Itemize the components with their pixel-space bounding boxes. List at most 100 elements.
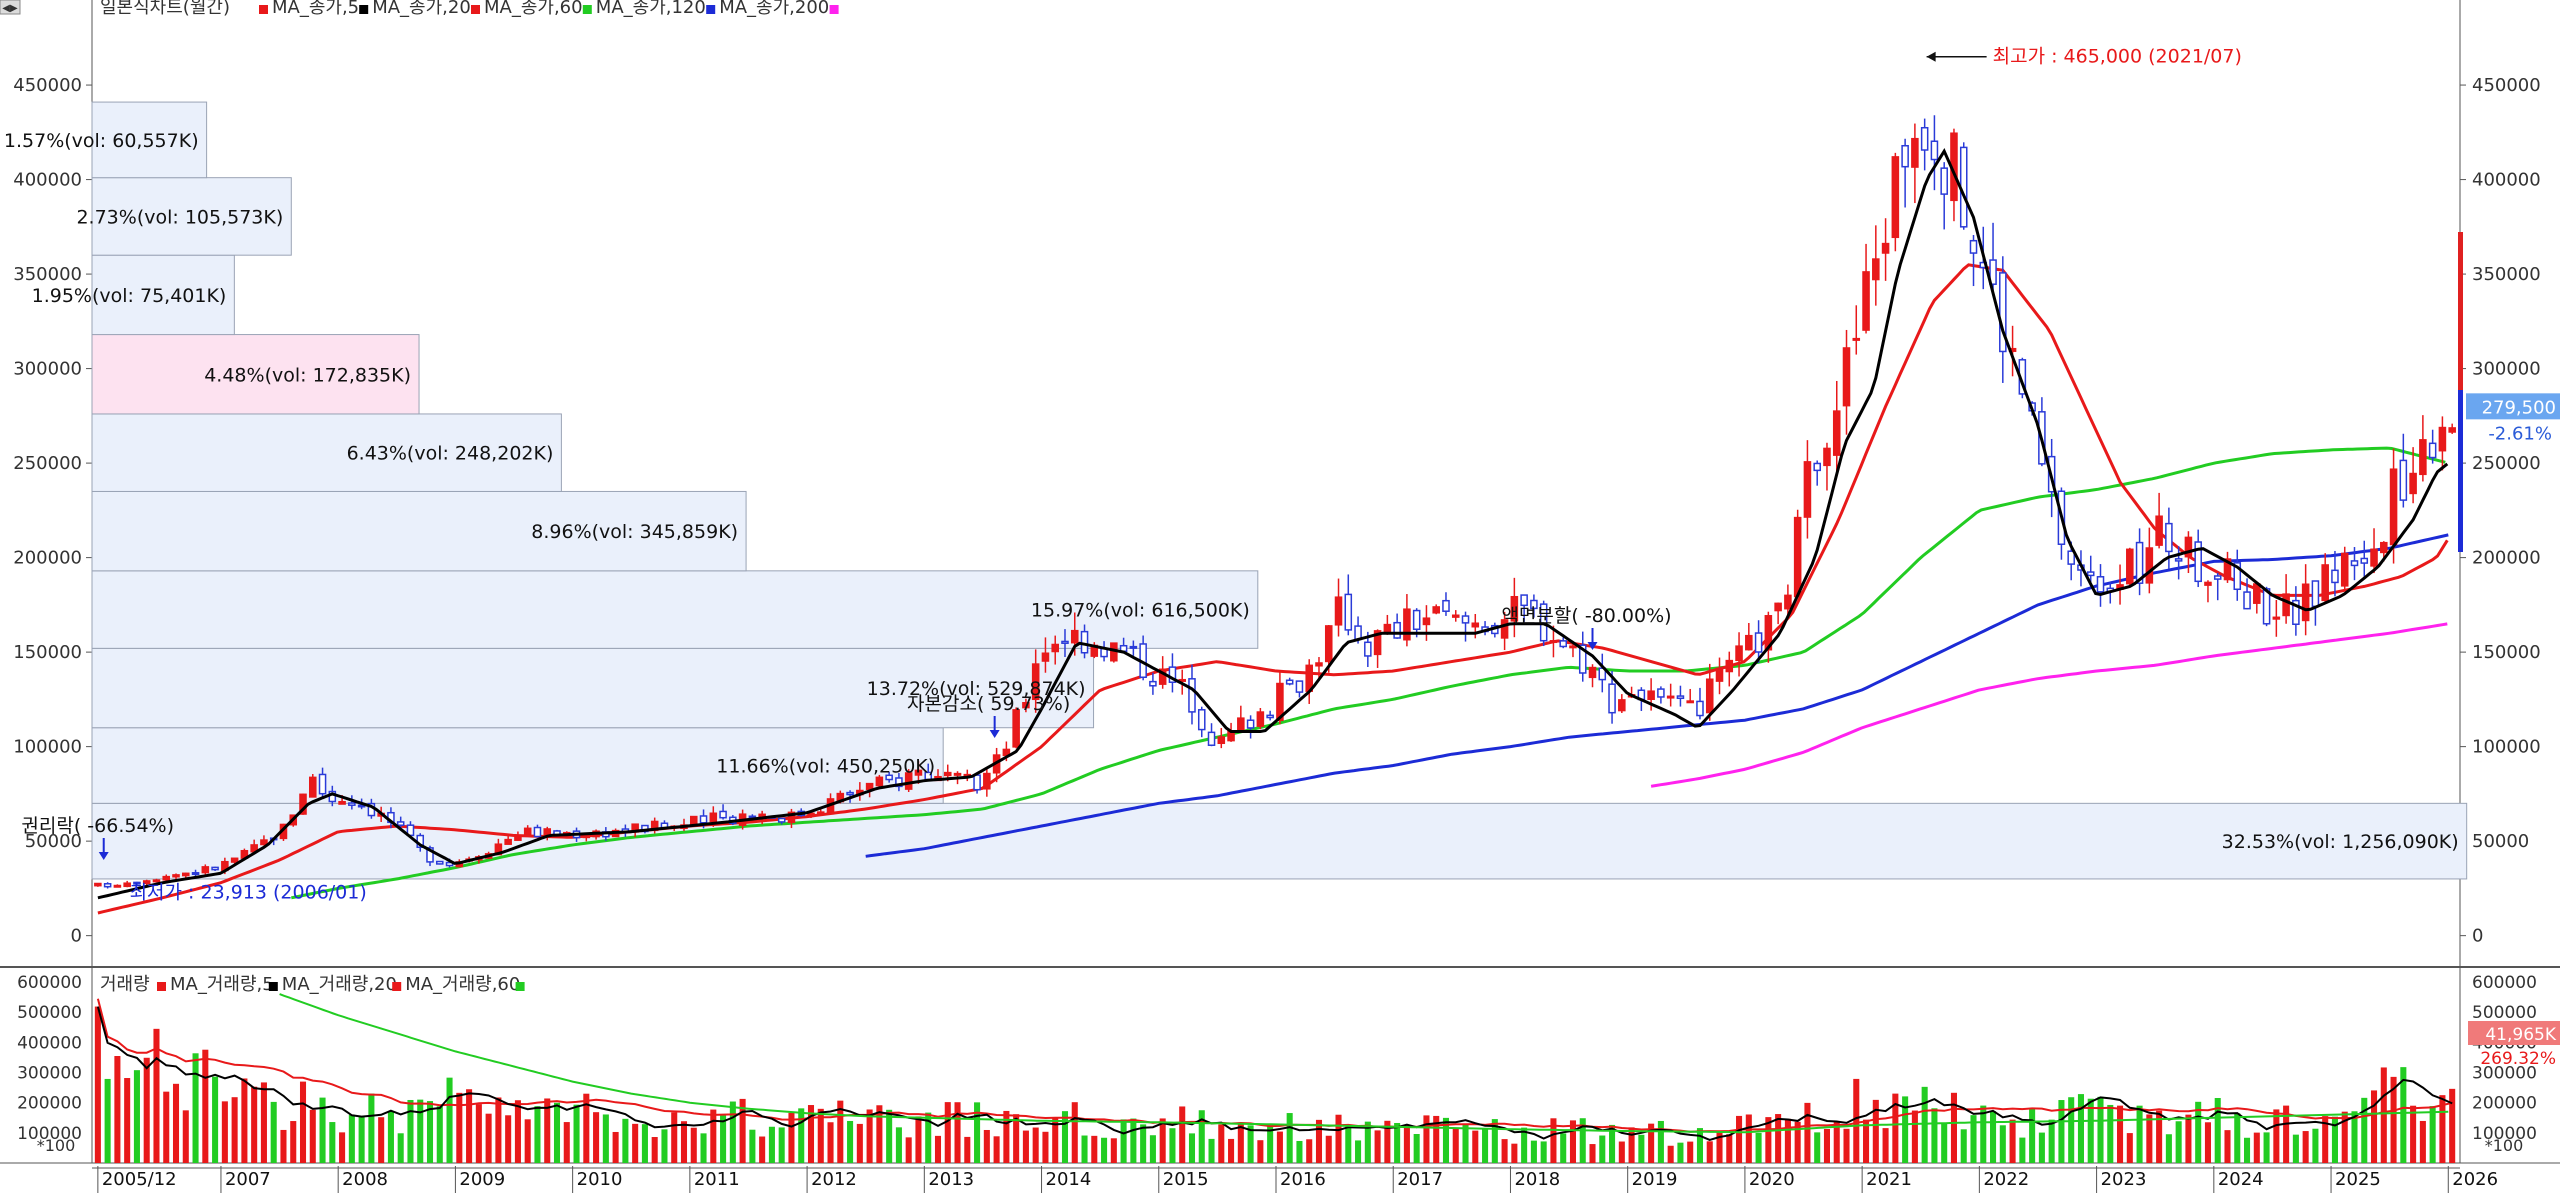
volume-bar bbox=[856, 1123, 863, 1163]
candle-body bbox=[1872, 258, 1880, 281]
volume-profile-bar bbox=[91, 802, 2468, 880]
volume-bar bbox=[2077, 1094, 2084, 1163]
volume-bar bbox=[417, 1099, 424, 1163]
event-arrow-icon bbox=[989, 730, 1000, 738]
candle-body bbox=[1842, 347, 1851, 407]
volume-bar bbox=[641, 1124, 648, 1163]
volume-bar bbox=[1579, 1118, 1586, 1163]
volume-bar bbox=[837, 1100, 844, 1163]
candle-body bbox=[1403, 608, 1411, 641]
candle-body bbox=[709, 812, 718, 823]
candle-body bbox=[309, 776, 317, 798]
price-tick-label-right: 0 bbox=[2472, 926, 2483, 947]
legend-main-item-label[interactable]: MA_종가,200 bbox=[719, 0, 829, 18]
candle-body bbox=[2213, 575, 2222, 580]
volume-bar bbox=[1540, 1141, 1547, 1163]
volume-bar bbox=[1902, 1096, 1909, 1163]
volume-bar bbox=[593, 1112, 600, 1163]
volume-bar bbox=[1501, 1139, 1508, 1163]
time-axis-label: 2018 bbox=[1514, 1169, 1560, 1190]
volume-profile-label: 13.72%(vol: 529,874K) bbox=[867, 678, 1086, 700]
volume-bar bbox=[2117, 1105, 2124, 1163]
volume-bar bbox=[1052, 1118, 1059, 1163]
volume-bar bbox=[1648, 1123, 1655, 1163]
candle-body bbox=[699, 815, 708, 824]
legend-volume-item-label[interactable]: MA_거래량,5 bbox=[170, 974, 274, 995]
volume-bar bbox=[1413, 1134, 1420, 1163]
legend-main-item-label[interactable]: MA_종가,120 bbox=[596, 0, 706, 18]
candle-body bbox=[1725, 659, 1734, 673]
legend-volume-item-label[interactable]: MA_거래량,20 bbox=[282, 974, 397, 995]
legend-main-item-label[interactable]: MA_종가,60 bbox=[484, 0, 583, 18]
volume-bar bbox=[1247, 1125, 1254, 1163]
ma-extra-line bbox=[1650, 622, 2448, 788]
candle-body bbox=[983, 772, 991, 790]
volume-bar bbox=[1472, 1130, 1479, 1163]
volume-bar bbox=[1022, 1130, 1029, 1163]
candle-body bbox=[1237, 717, 1245, 732]
volume-unit-left: *100 bbox=[37, 1136, 76, 1155]
candle-body bbox=[94, 882, 102, 887]
volume-bar bbox=[2126, 1133, 2133, 1163]
volume-tick-label-left: 500000 bbox=[17, 1003, 82, 1023]
candle-body bbox=[504, 838, 512, 845]
volume-bar bbox=[1638, 1134, 1645, 1163]
volume-bar bbox=[319, 1097, 326, 1163]
legend-volume-title: 거래량 bbox=[100, 974, 150, 995]
volume-bar bbox=[1736, 1115, 1743, 1163]
volume-unit-right: *100 bbox=[2485, 1136, 2524, 1155]
candle-body bbox=[1256, 711, 1265, 727]
volume-bar bbox=[466, 1089, 473, 1163]
price-tick-label-left: 300000 bbox=[13, 359, 82, 380]
volume-bar bbox=[1521, 1127, 1528, 1163]
volume-profile-label: 32.53%(vol: 1,256,090K) bbox=[2222, 831, 2459, 853]
candle-body bbox=[1012, 709, 1020, 748]
price-tick-label-left: 400000 bbox=[13, 170, 82, 191]
candle-body bbox=[1559, 640, 1567, 648]
candle-body bbox=[1451, 614, 1460, 618]
volume-ma-slow-line bbox=[96, 998, 2453, 1133]
volume-bar bbox=[827, 1122, 834, 1163]
volume-bar bbox=[2273, 1109, 2280, 1163]
volume-bar bbox=[446, 1077, 453, 1163]
volume-bar bbox=[925, 1112, 932, 1163]
volume-tick-label-left: 300000 bbox=[17, 1064, 82, 1084]
candle-body bbox=[201, 866, 210, 874]
volume-bar bbox=[1628, 1127, 1635, 1163]
candle-body bbox=[2184, 536, 2193, 558]
volume-bar bbox=[1970, 1115, 1977, 1163]
legend-main-item-label[interactable]: MA_종가,20 bbox=[372, 0, 471, 18]
volume-bar bbox=[1364, 1121, 1371, 1163]
volume-bar bbox=[934, 1135, 942, 1163]
volume-profile-bar bbox=[91, 727, 944, 804]
candle-body bbox=[1031, 663, 1040, 701]
time-axis-label: 2023 bbox=[2101, 1169, 2147, 1190]
volume-bar bbox=[212, 1076, 219, 1163]
volume-bar bbox=[241, 1078, 248, 1163]
volume-bar bbox=[1853, 1078, 1860, 1163]
current-volume-badge bbox=[2468, 1021, 2560, 1045]
candle-body bbox=[904, 772, 913, 790]
candle-body bbox=[2145, 547, 2154, 584]
volume-bar bbox=[1863, 1119, 1870, 1163]
volume-bar bbox=[1804, 1102, 1811, 1163]
legend-main-item-label[interactable]: MA_종가,5 bbox=[272, 0, 359, 18]
volume-bar bbox=[368, 1093, 375, 1163]
volume-bar bbox=[964, 1136, 971, 1163]
volume-bar bbox=[299, 1081, 307, 1163]
volume-bar bbox=[251, 1086, 258, 1163]
legend-main-swatch bbox=[829, 5, 839, 14]
volume-bar bbox=[485, 1113, 492, 1163]
volume-bar bbox=[1091, 1135, 1098, 1163]
candle-body bbox=[2194, 541, 2202, 583]
pane-collapse-button[interactable] bbox=[0, 0, 21, 15]
candle-body bbox=[1920, 126, 1929, 151]
legend-volume-item-label[interactable]: MA_거래량,60 bbox=[405, 974, 520, 995]
volume-bar bbox=[2234, 1113, 2241, 1163]
candle-body bbox=[2370, 548, 2378, 567]
volume-bar bbox=[397, 1133, 404, 1163]
volume-bar bbox=[1921, 1086, 1928, 1163]
time-axis-label: 2010 bbox=[577, 1169, 623, 1190]
price-tick-label-right: 300000 bbox=[2472, 359, 2541, 380]
